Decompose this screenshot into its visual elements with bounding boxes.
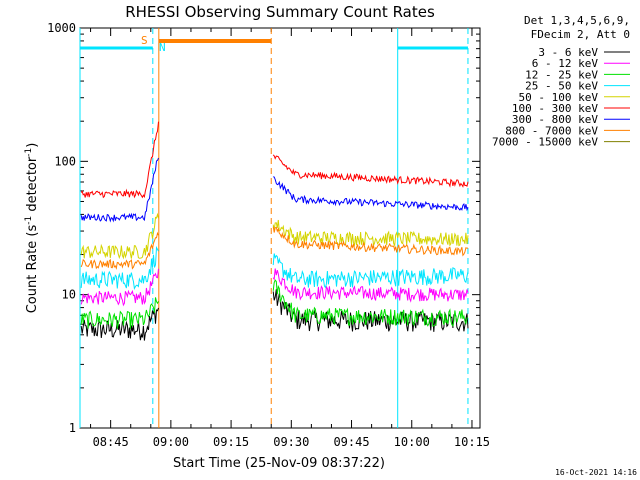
- y-label-part2: detector: [25, 156, 40, 216]
- series-line-post: [272, 226, 469, 257]
- y-tick-label: 10: [62, 288, 76, 302]
- series-line-pre: [80, 212, 159, 260]
- y-label-sup2: -1: [24, 148, 34, 157]
- plot-frame: [79, 27, 481, 429]
- y-axis-label: Count Rate (s-1 detector-1): [24, 143, 40, 314]
- series-line-pre: [80, 307, 159, 341]
- series-line-pre: [80, 157, 159, 223]
- legend: Det 1,3,4,5,6,9, FDecim 2, Att 0 3 - 6 k…: [492, 14, 630, 149]
- series-line-pre: [80, 297, 159, 329]
- x-tick-label: 09:15: [213, 435, 249, 449]
- series-line-pre: [80, 121, 159, 199]
- legend-entry-label: 300 - 800 keV: [512, 113, 598, 126]
- y-label-part3: ): [25, 143, 40, 148]
- legend-entry-label: 3 - 6 keV: [538, 46, 598, 59]
- series-line-post: [272, 253, 469, 289]
- chart-title: RHESSI Observing Summary Count Rates: [125, 3, 435, 21]
- series-line-post: [272, 268, 469, 303]
- y-label-sup1: -1: [24, 216, 34, 225]
- legend-header-line1: Det 1,3,4,5,6,9,: [524, 14, 630, 27]
- series-line-post: [272, 154, 469, 188]
- y-axis-ticks: 1 10 100 1000: [47, 21, 480, 435]
- y-label-part1: Count Rate (s: [25, 225, 40, 314]
- night-flag-label: N: [159, 41, 166, 54]
- x-tick-label: 09:45: [333, 435, 369, 449]
- y-tick-label: 100: [54, 154, 76, 168]
- series-layer: [80, 121, 469, 341]
- flag-layer: [79, 28, 469, 428]
- legend-entry-label: 100 - 300 keV: [512, 102, 598, 115]
- legend-entry-label: 7000 - 15000 keV: [492, 136, 598, 149]
- y-tick-label: 1: [69, 421, 76, 435]
- series-line-pre: [80, 268, 159, 307]
- series-line-post: [272, 279, 469, 327]
- legend-entry-label: 800 - 7000 keV: [505, 124, 598, 137]
- x-tick-label: 10:15: [454, 435, 490, 449]
- saa-flag-label: S: [141, 34, 148, 47]
- legend-header-line2: FDecim 2, Att 0: [531, 28, 630, 41]
- footer-timestamp: 16-Oct-2021 14:16: [555, 468, 637, 477]
- x-axis-ticks: 08:45 09:00 09:15 09:30 09:45 10:00 10:15: [90, 28, 490, 449]
- plot-area: 1 10 100 1000 08:45 09:00 09:15 09:30 09:45 10:0…: [47, 21, 490, 449]
- series-line-pre: [80, 231, 159, 270]
- y-tick-label: 1000: [47, 21, 76, 35]
- x-tick-label: 09:00: [153, 435, 189, 449]
- x-axis-label: Start Time (25-Nov-09 08:37:22): [173, 456, 385, 471]
- x-tick-label: 08:45: [93, 435, 129, 449]
- series-line-post: [273, 176, 469, 212]
- x-tick-label: 10:00: [394, 435, 430, 449]
- series-line-post: [272, 219, 469, 247]
- legend-entry-label: 6 - 12 keV: [532, 57, 599, 70]
- legend-entry-label: 12 - 25 keV: [525, 68, 598, 81]
- x-tick-label: 09:30: [273, 435, 309, 449]
- legend-entry-label: 25 - 50 keV: [525, 80, 598, 93]
- legend-entry-label: 50 - 100 keV: [519, 91, 599, 104]
- series-line-pre: [80, 245, 159, 290]
